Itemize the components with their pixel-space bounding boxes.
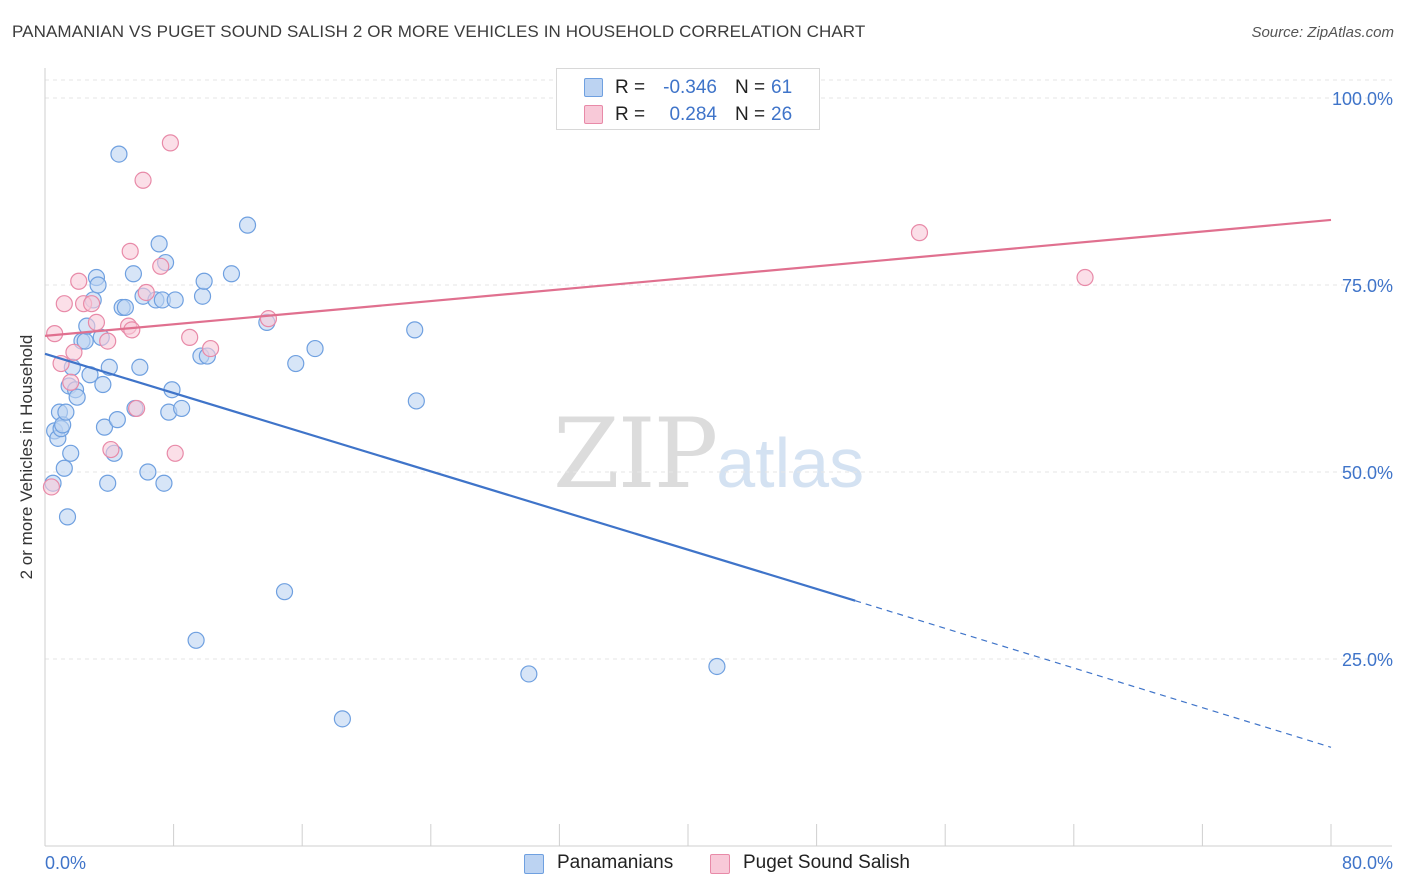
puget-sound-salish-point	[87, 313, 106, 331]
panamanian-point	[116, 298, 134, 317]
stats-r-value: 0.284	[669, 104, 717, 125]
legend-label: Puget Sound Salish	[743, 852, 910, 873]
panamanian-point	[195, 272, 213, 290]
panamanian-point	[407, 392, 425, 410]
panamanian-point	[68, 388, 86, 406]
panamanian-point	[238, 216, 257, 234]
watermark-atlas: atlas	[716, 424, 865, 502]
y-axis-label: 2 or more Vehicles in Household	[17, 334, 36, 580]
stats-r-label: R =	[615, 77, 646, 98]
panamanian-point	[62, 444, 80, 462]
puget-sound-salish-point	[102, 440, 120, 459]
stats-n-value: 61	[771, 77, 793, 98]
stats-swatch-panamanians	[584, 78, 603, 97]
puget-sound-salish-point	[910, 224, 929, 242]
panamanian-point	[406, 321, 424, 339]
panamanian-point	[520, 665, 538, 683]
puget-sound-salish-point	[152, 257, 170, 275]
puget-sound-salish-point	[1076, 268, 1094, 287]
panamanian-point	[173, 399, 191, 418]
panamanian-point	[131, 358, 149, 376]
puget-sound-salish-point	[128, 399, 146, 418]
panamanian-point	[193, 287, 212, 305]
legend: Panamanians Puget Sound Salish	[0, 851, 1406, 877]
panamanian-point	[139, 463, 157, 481]
panamanian-point	[95, 418, 114, 436]
panamanian-point	[275, 583, 294, 601]
panamanian-point	[94, 375, 112, 394]
x-tick-label: 80.0%	[1342, 853, 1393, 873]
panamanian-point	[155, 474, 173, 492]
legend-swatch-puget-sound-salish	[710, 854, 730, 874]
watermark: ZIPatlas	[553, 398, 864, 510]
watermark-zip: ZIP	[553, 398, 718, 510]
puget-sound-salish-point	[83, 295, 101, 313]
puget-sound-salish-point	[134, 171, 152, 189]
panamanian-point	[108, 411, 126, 429]
puget-sound-salish-point	[121, 242, 139, 260]
stats-box: R = -0.346 N = 61 R = 0.284 N = 26	[556, 68, 820, 130]
y-tick-label: 100.0%	[1332, 89, 1393, 109]
y-tick-label: 25.0%	[1342, 650, 1393, 670]
panamanian-point	[57, 403, 75, 421]
panamanian-point	[150, 235, 168, 253]
panamanian-point	[222, 265, 241, 283]
puget-sound-salish-trend-line	[44, 218, 1332, 337]
stats-r-value: -0.346	[663, 77, 717, 98]
legend-label: Panamanians	[557, 852, 674, 873]
panamanian-point	[55, 459, 73, 477]
y-tick-label: 50.0%	[1342, 463, 1393, 483]
stats-row-panamanians: R = -0.346 N = 61	[557, 74, 819, 100]
stats-row-puget-sound-salish: R = 0.284 N = 26	[557, 101, 819, 127]
stats-swatch-puget-sound-salish	[584, 105, 603, 124]
panamanian-point	[99, 474, 117, 492]
source-credit: Source: ZipAtlas.com	[1251, 24, 1394, 41]
puget-sound-salish-point	[55, 295, 73, 313]
puget-sound-salish-point	[181, 328, 199, 346]
panamanian-point	[124, 265, 143, 283]
stats-n-label: N =	[735, 104, 766, 125]
puget-sound-salish-point	[166, 444, 184, 462]
panamanian-point	[287, 354, 305, 373]
panamanian-trend-line	[44, 352, 856, 602]
panamanian-point	[110, 145, 128, 163]
panamanian-point	[708, 657, 726, 676]
puget-sound-salish-point	[70, 272, 88, 290]
stats-r-label: R =	[615, 104, 646, 125]
panamanian-point	[166, 291, 184, 309]
panamanian-trend-line-extension	[855, 600, 1332, 748]
puget-sound-salish-point	[201, 339, 220, 358]
panamanian-point	[58, 508, 77, 526]
legend-swatch-panamanians	[524, 854, 544, 874]
puget-sound-salish-point	[62, 373, 80, 391]
stats-n-label: N =	[735, 77, 766, 98]
puget-sound-salish-point	[259, 310, 278, 328]
puget-sound-salish-point	[123, 321, 141, 339]
panamanian-point	[333, 710, 351, 728]
puget-sound-salish-point	[42, 478, 61, 496]
y-tick-label: 75.0%	[1342, 276, 1393, 296]
puget-sound-salish-point	[65, 343, 83, 361]
panamanian-point	[89, 276, 107, 294]
chart-title: PANAMANIAN VS PUGET SOUND SALISH 2 OR MO…	[12, 22, 866, 41]
panamanian-point	[306, 339, 324, 358]
panamanian-point	[187, 631, 205, 649]
puget-sound-salish-point	[99, 332, 117, 350]
x-tick-label: 0.0%	[45, 853, 86, 873]
stats-n-value: 26	[771, 104, 793, 125]
puget-sound-salish-point	[137, 283, 155, 302]
puget-sound-salish-point	[161, 134, 179, 152]
